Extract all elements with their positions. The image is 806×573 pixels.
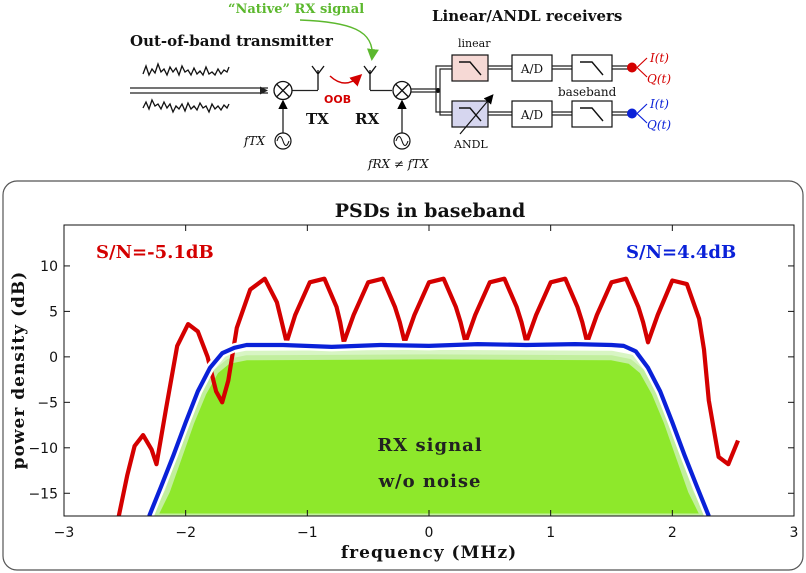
baseband-filter-top-icon [580,61,604,76]
adc-top-block [511,54,553,82]
adc-bottom-block [511,100,553,128]
x-axis-label: frequency (MHz) [341,543,517,563]
chart-title: PSDs in baseband [335,200,526,222]
oob-label: OOB [324,93,351,106]
x-tick-label: 1 [546,525,555,541]
psd-plot-area [116,276,740,516]
rx-mixer-cross [395,84,409,97]
rx-oscillator-wave [395,135,409,147]
native-rx-arrow [299,19,379,61]
q-top-label: Q(t) [647,72,671,86]
y-tick-label: −5 [37,395,58,411]
x-tick-label: −2 [175,525,196,541]
q-bottom-label: Q(t) [647,118,671,132]
tx-antenna-icon [311,65,325,90]
y-tick-label: 5 [49,304,58,320]
output-top-fork [636,57,648,78]
linear-label: linear [458,37,491,50]
native-rx-label: “Native” RX signal [228,2,364,17]
y-tick-label: 10 [40,259,58,275]
andl-filter-block [451,100,489,128]
tx-label: TX [306,110,329,128]
ftx-label: fTX [243,134,265,148]
andl-label: ANDL [453,138,488,151]
rx-signal-label-line2: w/o noise [378,471,482,492]
output-bottom-node [627,108,637,119]
i-bottom-label: I(t) [649,97,669,111]
tx-mixer-cross [276,84,290,97]
snr-linear-label: S/N=-5.1dB [96,242,214,263]
rx-antenna-icon [363,65,377,90]
x-axis: −3 −2 −1 0 1 2 3 [54,225,799,541]
y-axis: 10 5 0 −5 −10 −15 [28,259,794,502]
branch-bottom-lines [435,90,452,116]
x-tick-label: 2 [668,525,677,541]
top-line-a [488,65,512,70]
branch-top-lines [435,65,452,91]
andl-filter-icon [459,107,482,122]
baseband-filter-bottom-icon [580,107,604,122]
baseband-filter-top-block [571,54,613,82]
andl-adaptive-arrow [459,94,494,135]
baseband-label: baseband [558,85,617,99]
i-top-label: I(t) [649,51,669,65]
series-andl-psd [147,342,711,516]
receivers-title: Linear/ANDL receivers [432,7,622,25]
transmitter-title: Out-of-band transmitter [130,32,334,50]
adc-top-label: A/D [520,62,543,76]
block-diagram: “Native” RX signal Linear/ANDL receivers… [130,2,671,171]
frx-neq-ftx-label: fRX ≠ fTX [367,157,429,171]
tx-waveform-bottom-icon [142,98,230,114]
linear-filter-block [451,54,489,82]
x-tick-label: 3 [790,525,799,541]
rx-label: RX [355,110,379,128]
series-rx-signal-area [152,354,706,516]
split-node [435,88,441,93]
adc-bottom-label: A/D [520,108,543,122]
y-tick-label: 0 [49,350,58,366]
tx-oscillator-wave [276,135,290,147]
x-tick-label: 0 [425,525,434,541]
bottom-line-a [488,111,512,116]
snr-andl-label: S/N=4.4dB [626,242,736,263]
y-tick-label: −15 [28,486,58,502]
output-bottom-fork [636,103,648,124]
bottom-line-b [552,111,572,116]
y-axis-label: power density (dB) [9,271,29,470]
linear-filter-icon [459,61,482,76]
tx-input-arrowhead [260,86,268,95]
series-linear-psd [116,276,740,516]
x-tick-label: −1 [297,525,318,541]
x-tick-label: −3 [54,525,75,541]
oob-arrow [329,73,363,87]
y-tick-label: −10 [28,441,58,457]
tx-waveform-top-icon [142,62,230,77]
baseband-filter-bottom-block [571,100,613,128]
rx-signal-label-line1: RX signal [377,435,482,456]
top-line-b [552,65,572,70]
output-top-node [627,62,637,73]
